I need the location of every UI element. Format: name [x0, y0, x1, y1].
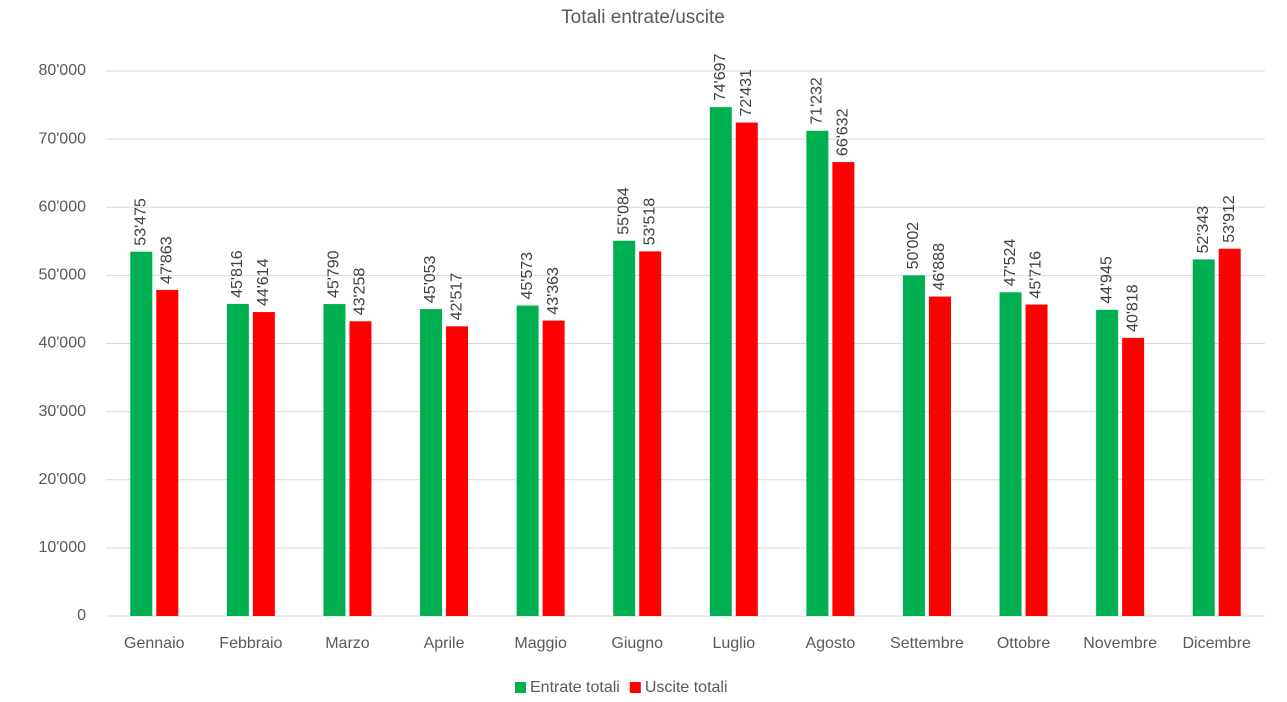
value-label: 40'818	[1124, 284, 1141, 332]
value-label: 45'790	[326, 250, 343, 298]
x-tick-label: Ottobre	[997, 635, 1050, 652]
bar	[420, 309, 443, 616]
x-tick-label: Luglio	[712, 635, 755, 652]
x-tick-label: Settembre	[890, 635, 964, 652]
y-tick-label: 20'000	[38, 471, 86, 488]
bar	[639, 251, 662, 616]
chart-title: Totali entrate/uscite	[561, 7, 725, 28]
value-label: 53'912	[1221, 195, 1238, 243]
bar	[130, 251, 153, 616]
bar	[832, 162, 855, 616]
x-tick-label: Dicembre	[1182, 635, 1251, 652]
bar	[516, 305, 539, 616]
x-tick-label: Novembre	[1083, 635, 1157, 652]
value-label: 52'343	[1195, 206, 1212, 254]
bar	[806, 130, 829, 616]
value-label: 45'053	[422, 255, 439, 303]
legend-swatch	[515, 682, 526, 693]
value-label: 44'945	[1098, 256, 1115, 304]
value-label: 46'888	[931, 243, 948, 291]
value-label: 47'524	[1002, 239, 1019, 287]
bar	[1192, 259, 1215, 616]
value-label: 66'632	[835, 108, 852, 156]
bar	[709, 107, 732, 617]
value-label: 42'517	[448, 273, 465, 321]
bar	[226, 303, 249, 616]
y-tick-label: 0	[77, 607, 86, 624]
value-label: 53'475	[133, 198, 150, 246]
x-tick-label: Marzo	[325, 635, 370, 652]
x-tick-label: Giugno	[611, 635, 663, 652]
y-tick-label: 40'000	[38, 335, 86, 352]
bar	[542, 320, 565, 616]
bar	[349, 321, 372, 616]
value-label: 50'002	[905, 222, 922, 270]
bar	[1025, 304, 1048, 616]
bar	[252, 312, 275, 616]
bar	[1218, 248, 1241, 617]
x-tick-label: Agosto	[805, 635, 855, 652]
value-label: 44'614	[255, 258, 272, 306]
bar	[1096, 309, 1119, 616]
y-tick-label: 30'000	[38, 403, 86, 420]
value-label: 43'258	[352, 268, 369, 316]
bar	[156, 289, 179, 616]
value-label: 45'716	[1028, 251, 1045, 299]
y-tick-label: 60'000	[38, 198, 86, 215]
value-label: 45'573	[519, 252, 536, 300]
x-tick-label: Gennaio	[124, 635, 185, 652]
x-tick-label: Febbraio	[219, 635, 282, 652]
value-label: 53'518	[641, 198, 658, 246]
bar	[735, 122, 758, 616]
x-tick-label: Maggio	[514, 635, 567, 652]
bar	[323, 304, 346, 616]
legend-label: Uscite totali	[645, 679, 728, 696]
value-label: 71'232	[809, 77, 826, 125]
y-tick-label: 80'000	[38, 62, 86, 79]
value-label: 47'863	[159, 236, 176, 284]
value-label: 55'084	[615, 187, 632, 235]
bar	[1122, 337, 1145, 616]
value-label: 74'697	[712, 53, 729, 101]
legend-swatch	[629, 682, 641, 693]
bar	[928, 296, 951, 616]
bar	[999, 292, 1022, 616]
x-tick-label: Aprile	[424, 635, 465, 652]
value-label: 43'363	[545, 267, 562, 315]
bar	[902, 275, 925, 616]
y-tick-label: 10'000	[38, 539, 86, 556]
y-tick-label: 50'000	[38, 267, 86, 284]
legend-label: Entrate totali	[530, 679, 620, 696]
value-label: 45'816	[229, 250, 246, 298]
bar	[613, 240, 636, 617]
y-tick-label: 70'000	[38, 130, 86, 147]
value-label: 72'431	[738, 69, 755, 117]
bar	[446, 326, 469, 616]
